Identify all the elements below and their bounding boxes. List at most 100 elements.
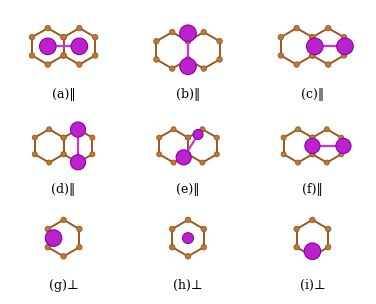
Circle shape <box>70 155 85 170</box>
Circle shape <box>201 29 206 35</box>
Circle shape <box>45 62 50 67</box>
Circle shape <box>185 135 191 140</box>
Circle shape <box>77 25 82 31</box>
Circle shape <box>294 62 299 67</box>
Circle shape <box>154 57 159 62</box>
Circle shape <box>296 127 300 132</box>
Circle shape <box>296 160 300 165</box>
Circle shape <box>201 244 206 250</box>
Circle shape <box>61 254 66 259</box>
Circle shape <box>324 160 329 165</box>
Circle shape <box>185 39 191 44</box>
Circle shape <box>281 152 286 157</box>
Circle shape <box>176 150 191 165</box>
Circle shape <box>32 152 37 157</box>
Circle shape <box>185 152 191 157</box>
Circle shape <box>217 57 222 62</box>
Circle shape <box>45 226 50 232</box>
Circle shape <box>214 152 219 157</box>
Circle shape <box>306 38 323 55</box>
Circle shape <box>61 34 66 40</box>
Text: (c)‖: (c)‖ <box>301 88 324 101</box>
Circle shape <box>310 135 315 140</box>
Circle shape <box>76 127 80 132</box>
Circle shape <box>185 254 191 259</box>
Circle shape <box>200 127 205 132</box>
Circle shape <box>336 138 351 154</box>
Circle shape <box>305 138 320 154</box>
Circle shape <box>170 66 175 71</box>
Circle shape <box>29 34 35 40</box>
Circle shape <box>294 226 299 232</box>
Circle shape <box>71 38 88 55</box>
Circle shape <box>310 135 315 140</box>
Circle shape <box>171 160 176 165</box>
Circle shape <box>76 160 80 165</box>
Circle shape <box>61 53 66 58</box>
Circle shape <box>32 135 37 140</box>
Circle shape <box>47 127 52 132</box>
Circle shape <box>281 135 286 140</box>
Circle shape <box>90 152 95 157</box>
Circle shape <box>157 152 162 157</box>
Circle shape <box>294 244 299 250</box>
Circle shape <box>339 135 344 140</box>
Circle shape <box>326 25 331 31</box>
Circle shape <box>310 152 315 157</box>
Circle shape <box>310 217 315 223</box>
Circle shape <box>92 34 98 40</box>
Text: (h)⊥: (h)⊥ <box>173 279 203 292</box>
Circle shape <box>183 233 193 244</box>
Text: (g)⊥: (g)⊥ <box>49 279 79 292</box>
Circle shape <box>278 53 284 58</box>
Circle shape <box>61 53 66 58</box>
Circle shape <box>201 66 206 71</box>
Text: (f)‖: (f)‖ <box>302 183 323 196</box>
Circle shape <box>217 39 222 44</box>
Circle shape <box>326 226 331 232</box>
Circle shape <box>310 34 315 40</box>
Circle shape <box>45 25 50 31</box>
Circle shape <box>341 34 347 40</box>
Circle shape <box>39 38 56 55</box>
Circle shape <box>61 34 66 40</box>
Circle shape <box>45 230 62 246</box>
Circle shape <box>45 244 50 250</box>
Circle shape <box>185 57 191 62</box>
Circle shape <box>214 135 219 140</box>
Circle shape <box>310 254 315 259</box>
Circle shape <box>61 135 66 140</box>
Circle shape <box>77 244 82 250</box>
Text: (d)‖: (d)‖ <box>52 183 76 196</box>
Circle shape <box>157 135 162 140</box>
Circle shape <box>180 25 196 42</box>
Circle shape <box>326 62 331 67</box>
Circle shape <box>61 217 66 223</box>
Circle shape <box>61 152 66 157</box>
Circle shape <box>77 226 82 232</box>
Circle shape <box>324 127 329 132</box>
Text: (b)‖: (b)‖ <box>176 88 200 101</box>
Circle shape <box>154 39 159 44</box>
Circle shape <box>185 217 191 223</box>
Circle shape <box>180 58 196 74</box>
Circle shape <box>341 53 347 58</box>
Circle shape <box>310 53 315 58</box>
Circle shape <box>294 25 299 31</box>
Circle shape <box>185 135 191 140</box>
Text: (i)⊥: (i)⊥ <box>300 279 325 292</box>
Circle shape <box>90 135 95 140</box>
Circle shape <box>326 244 331 250</box>
Circle shape <box>185 57 191 62</box>
Circle shape <box>339 152 344 157</box>
Circle shape <box>185 152 191 157</box>
Circle shape <box>170 29 175 35</box>
Circle shape <box>278 34 284 40</box>
Text: (a)‖: (a)‖ <box>52 88 76 101</box>
Circle shape <box>200 160 205 165</box>
Circle shape <box>70 122 85 137</box>
Circle shape <box>310 152 315 157</box>
Circle shape <box>310 53 315 58</box>
Circle shape <box>47 160 52 165</box>
Circle shape <box>193 130 203 140</box>
